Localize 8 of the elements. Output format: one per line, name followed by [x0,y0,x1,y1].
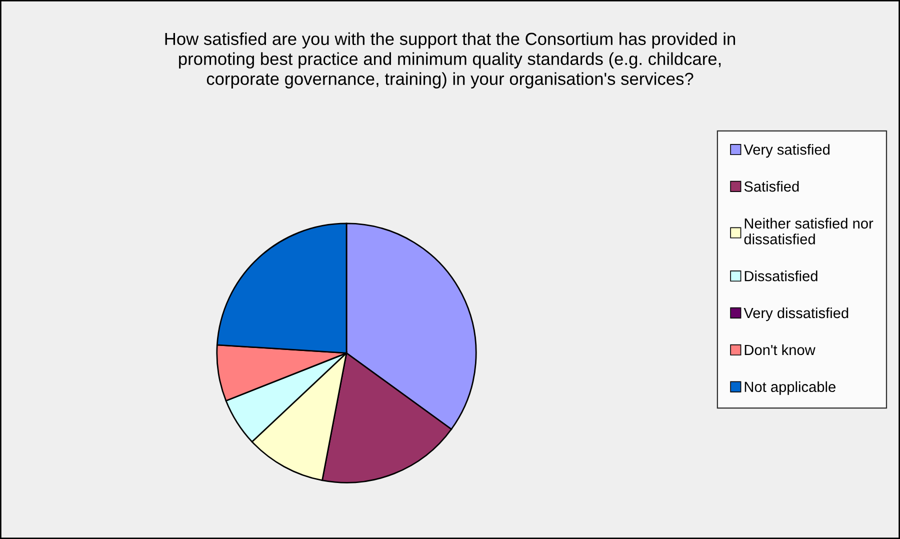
chart-title: How satisfied are you with the support that the Consortium has provided in promoting best practice and minimum quality standards (e.g. childcare, corporate governance, training) in your organisation's services? [165,32,736,88]
legend-label: Satisfied [744,180,799,192]
legend-label: Don't know [744,344,816,356]
legend-label: Very satisfied [744,144,830,158]
legend-label: Dissatisfied [744,270,818,282]
legend-label: Very dissatisfied [744,307,848,322]
legend-label: Neither satisfied nor dissatisfied [744,218,874,244]
legend-label: Not applicable [744,381,836,395]
